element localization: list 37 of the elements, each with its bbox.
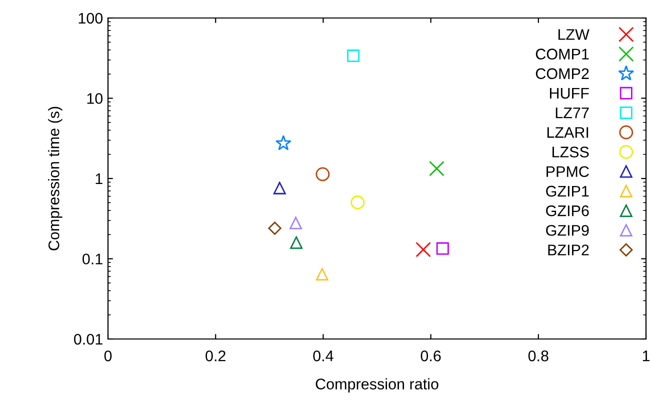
legend-label: GZIP9 — [546, 224, 589, 236]
legend-label: COMP2 — [536, 68, 589, 80]
y-tick-label: 100 — [78, 12, 103, 24]
point — [429, 160, 444, 176]
point — [290, 236, 303, 249]
y-tick-label: 1 — [96, 174, 102, 184]
y-tick-label: 10 — [87, 93, 103, 104]
x-axis-title: Compression ratio — [316, 378, 438, 392]
legend-label: LZARI — [547, 127, 588, 138]
legend-label: LZ77 — [556, 108, 589, 118]
point — [273, 182, 286, 194]
point — [316, 268, 328, 281]
legend-label: BZIP2 — [548, 244, 589, 256]
y-tick-label: 0.01 — [74, 334, 102, 345]
legend-label: GZIP1 — [546, 186, 589, 197]
legend-label: GZIP6 — [546, 205, 589, 216]
x-tick-label: 0.6 — [420, 350, 441, 362]
legend-label: LZSS — [552, 146, 589, 158]
legend-label: HUFF — [550, 88, 589, 99]
point — [316, 167, 330, 182]
point — [290, 216, 302, 230]
x-tick-label: 0 — [104, 350, 112, 362]
legend-label: PPMC — [546, 166, 589, 178]
point — [347, 50, 360, 62]
y-axis-title: Compression time (s) — [48, 106, 62, 250]
legend-label: LZW — [558, 29, 590, 40]
point — [416, 242, 431, 258]
x-tick-label: 0.8 — [528, 350, 548, 362]
point — [275, 135, 292, 150]
point — [268, 222, 282, 235]
point — [436, 242, 449, 255]
point — [350, 195, 365, 210]
x-tick-label: 1 — [642, 350, 650, 362]
y-tick-label: 0.1 — [82, 254, 102, 264]
legend-label: COMP1 — [536, 48, 589, 60]
x-tick-label: 0.4 — [313, 350, 334, 362]
x-tick-label: 0.2 — [206, 350, 226, 362]
